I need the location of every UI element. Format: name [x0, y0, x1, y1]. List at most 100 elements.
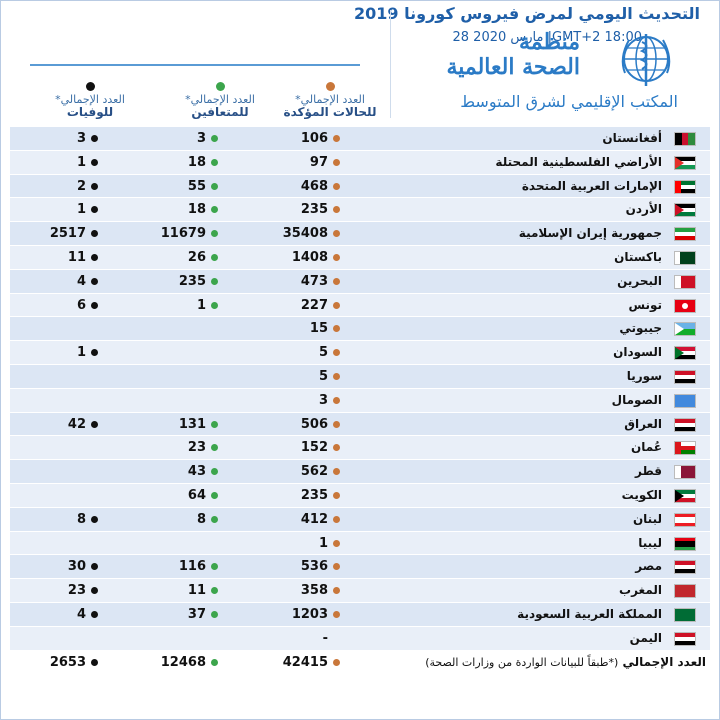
country-name: الإمارات العربية المتحدة	[521, 178, 662, 193]
confirmed-dot-icon	[333, 610, 340, 618]
deaths-count: 2	[76, 178, 86, 194]
deaths-count: 30	[67, 559, 86, 575]
confirmed-count: 35408	[282, 226, 328, 242]
confirmed-dot-icon	[333, 277, 340, 285]
egypt-flag-icon	[674, 560, 696, 575]
country-name: سوريا	[626, 368, 662, 383]
country-name: جمهورية إيران الإسلامية	[518, 226, 662, 241]
deaths-header-line2: للوفيات	[66, 105, 114, 119]
recovered-header-line2: للمتعافين	[191, 105, 249, 119]
confirmed-count: 97	[309, 154, 328, 170]
recovered-dot-icon	[211, 253, 218, 261]
table-row: جيبوتي 15	[10, 317, 710, 342]
confirmed-count: 5	[318, 368, 328, 384]
country-name: ليبيا	[638, 535, 662, 550]
country-name: مصر	[635, 559, 662, 574]
yemen-flag-icon	[674, 631, 696, 646]
recovered-dot-icon	[211, 587, 218, 595]
table-row: المغرب 358 11 23	[10, 579, 710, 603]
recovered-dot-icon	[211, 135, 218, 142]
somalia-flag-icon	[674, 393, 696, 408]
syria-flag-icon	[674, 369, 696, 384]
deaths-dot-icon	[91, 515, 98, 523]
confirmed-dot-icon	[333, 563, 340, 571]
saudi-arabia-flag-icon	[674, 607, 696, 622]
confirmed-count: 473	[300, 273, 328, 289]
confirmed-count: 227	[300, 297, 328, 313]
recovered-count: 1	[196, 297, 206, 313]
deaths-column-header: العدد الإجمالي* للوفيات	[30, 82, 150, 126]
table-row: الأردن 235 18 1	[10, 198, 710, 223]
recovered-count: 55	[187, 178, 206, 194]
deaths-dot-icon	[91, 158, 98, 166]
header-underline	[30, 64, 360, 66]
recovered-dot-icon	[211, 182, 218, 190]
country-name: السودان	[613, 345, 662, 360]
header: التحديث اليومي لمرض فيروس كورونا 2019 28…	[0, 0, 720, 86]
table-row: الإمارات العربية المتحدة 468 55 2	[10, 174, 710, 199]
deaths-dot-icon	[91, 230, 98, 238]
confirmed-dot-icon	[333, 301, 340, 309]
table-row: الصومال 3	[10, 388, 710, 413]
table-row: ليبيا 1	[10, 531, 710, 556]
morocco-flag-icon	[674, 584, 696, 599]
table-row: قطر 562 43	[10, 460, 710, 484]
confirmed-dot-icon	[333, 468, 340, 476]
deaths-dot-icon	[91, 420, 98, 428]
table-row: باكستان 1408 26 11	[10, 245, 710, 270]
recovered-header-line1: العدد الإجمالي*	[185, 93, 255, 106]
recovered-column-header: العدد الإجمالي* للمتعافين	[160, 82, 280, 126]
confirmed-dot-icon	[333, 135, 340, 142]
recovered-count: 8	[196, 511, 206, 527]
confirmed-count: 1408	[291, 249, 328, 265]
iraq-flag-icon	[674, 417, 696, 432]
bahrain-flag-icon	[674, 274, 696, 289]
total-note: (*طبقاً للبيانات الواردة من وزارات الصحة…	[425, 655, 619, 669]
table-row: عُمان 152 23	[10, 436, 710, 461]
total-confirmed-dot-icon	[333, 658, 340, 666]
total-row: العدد الإجمالي (*طبقاً للبيانات الواردة …	[10, 650, 710, 677]
table-row: أفغانستان 106 3 3	[10, 127, 710, 151]
country-name: عُمان	[631, 440, 662, 455]
confirmed-dot-icon	[333, 372, 340, 380]
pakistan-flag-icon	[674, 250, 696, 265]
confirmed-count: 536	[300, 559, 328, 575]
confirmed-dot-icon	[333, 206, 340, 214]
confirmed-count: 562	[300, 464, 328, 480]
kuwait-flag-icon	[674, 488, 696, 503]
deaths-count: 6	[76, 297, 86, 313]
recovered-count: 23	[187, 440, 206, 456]
recovered-dot-icon	[211, 301, 218, 309]
recovered-count: 26	[187, 249, 206, 265]
total-label-group: العدد الإجمالي (*طبقاً للبيانات الواردة …	[425, 651, 706, 676]
deaths-dot-icon	[91, 610, 98, 618]
country-name: أفغانستان	[602, 131, 662, 145]
cases-table: أفغانستان 106 3 3 الأراضي الفلسطينية المحتلة…	[10, 127, 710, 677]
confirmed-dot-icon	[333, 396, 340, 404]
confirmed-dot-icon	[333, 349, 340, 357]
deaths-dot-icon	[91, 587, 98, 595]
confirmed-header-line1: العدد الإجمالي*	[295, 93, 365, 106]
who-emblem-icon	[621, 34, 671, 86]
confirmed-dot-icon	[333, 158, 340, 166]
table-row: جمهورية إيران الإسلامية 35408 11679 2517	[10, 222, 710, 246]
confirmed-dot-icon	[333, 444, 340, 452]
confirmed-count: 106	[300, 131, 328, 146]
recovered-count: 64	[187, 487, 206, 503]
confirmed-count: 358	[300, 583, 328, 599]
deaths-count: 2517	[49, 226, 86, 242]
org-name-line2: الصحة العالمية	[446, 54, 580, 80]
recovered-count: 116	[178, 559, 206, 575]
deaths-dot-icon	[91, 253, 98, 261]
recovered-dot-icon	[211, 491, 218, 499]
recovered-dot-icon	[211, 277, 218, 285]
total-recovered-count: 12468	[160, 654, 206, 670]
confirmed-count: 5	[318, 345, 328, 361]
jordan-flag-icon	[674, 203, 696, 218]
table-row: تونس 227 1 6	[10, 293, 710, 318]
confirmed-dot-icon	[333, 420, 340, 428]
confirmed-count: 412	[300, 511, 328, 527]
recovered-count: 11679	[160, 226, 206, 242]
deaths-dot-icon	[91, 349, 98, 357]
confirmed-header-line2: للحالات المؤكدة	[283, 105, 377, 119]
